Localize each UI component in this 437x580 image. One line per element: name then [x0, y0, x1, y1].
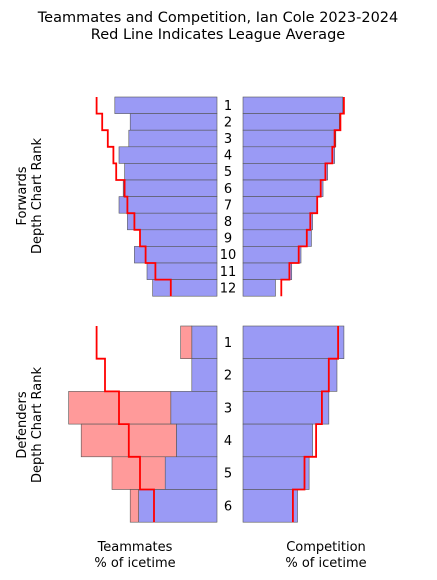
forwards-teammates-bar-blue-1: [114, 96, 218, 114]
defenders-teammates-bar-blue-5: [164, 456, 218, 490]
defenders-teammates-bar-blue-1: [191, 325, 218, 360]
forwards-rank-label-9: 9: [224, 232, 232, 247]
defenders-rank-label-5: 5: [224, 467, 232, 482]
defenders-teammates-bar-blue-4: [176, 423, 218, 458]
forwards-competition-bar-8: [242, 212, 313, 231]
right-xlabel-line1: Competition: [286, 540, 366, 555]
forwards-competition-bar-9: [242, 229, 312, 247]
chart-title-line2: Red Line Indicates League Average: [91, 27, 345, 43]
forwards-rank-label-11: 11: [220, 265, 237, 280]
forwards-teammates-league-line: [95, 97, 172, 297]
forwards-rank-label-3: 3: [224, 132, 232, 147]
forwards-competition-league-line: [280, 97, 345, 297]
defenders-rank-label-2: 2: [224, 369, 232, 384]
forwards-rank-label-2: 2: [224, 115, 232, 130]
defenders-rank-label-1: 1: [224, 336, 232, 351]
defenders-teammates-bar-red-1: [180, 325, 193, 360]
forwards-rank-label-4: 4: [224, 149, 232, 164]
forwards-teammates-bar-blue-9: [139, 229, 218, 247]
forwards-ylabel-line2: Depth Chart Rank: [30, 138, 45, 255]
forwards-competition-bar-7: [242, 196, 318, 214]
right-xlabel-line2: % of icetime: [285, 556, 366, 571]
forwards-teammates-bar-blue-8: [127, 212, 218, 231]
forwards-rank-label-12: 12: [220, 281, 237, 296]
forwards-competition-bar-1: [242, 96, 344, 114]
defenders-rank-label-3: 3: [224, 401, 232, 416]
forwards-teammates-bar-blue-6: [122, 179, 218, 197]
forwards-rank-label-5: 5: [224, 165, 232, 180]
forwards-teammates-bar-blue-11: [146, 262, 218, 280]
forwards-teammates-bar-blue-4: [118, 146, 218, 164]
defenders-teammates-league-line: [95, 326, 155, 523]
forwards-teammates-bar-blue-7: [118, 196, 218, 214]
defenders-competition-bar-5: [242, 456, 310, 490]
forwards-rank-label-8: 8: [224, 215, 232, 230]
defenders-ylabel-line1: Defenders: [15, 391, 30, 458]
defenders-teammates-bar-blue-6: [138, 489, 218, 523]
forwards-rank-label-10: 10: [220, 248, 237, 263]
defenders-teammates-bar-red-6: [129, 489, 139, 523]
defenders-rank-label-6: 6: [224, 499, 232, 514]
defenders-competition-bar-6: [242, 489, 298, 523]
forwards-teammates-bar-blue-10: [134, 246, 218, 264]
forwards-teammates-bar-blue-2: [129, 113, 218, 131]
defenders-ylabel-line2: Depth Chart Rank: [30, 367, 45, 484]
forwards-competition-bar-12: [242, 279, 276, 297]
forwards-rank-label-1: 1: [224, 99, 232, 114]
forwards-competition-bar-4: [242, 146, 335, 164]
forwards-rank-label-6: 6: [224, 182, 232, 197]
forwards-competition-bar-5: [242, 163, 328, 181]
left-xlabel-line1: Teammates: [97, 540, 173, 555]
forwards-teammates-bar-blue-3: [128, 129, 218, 148]
defenders-competition-league-line: [292, 326, 339, 523]
left-xlabel-line2: % of icetime: [94, 556, 175, 571]
forwards-competition-bar-3: [242, 129, 337, 148]
defenders-competition-bar-3: [242, 391, 330, 425]
defenders-teammates-bar-red-5: [111, 456, 166, 490]
forwards-teammates-bar-blue-12: [152, 279, 218, 297]
defenders-competition-bar-2: [242, 358, 338, 392]
forwards-competition-bar-10: [242, 246, 302, 264]
forwards-competition-bar-11: [242, 262, 293, 280]
chart-title-line1: Teammates and Competition, Ian Cole 2023…: [37, 10, 399, 26]
forwards-teammates-bar-blue-5: [124, 163, 218, 181]
forwards-ylabel-line1: Forwards: [15, 166, 30, 225]
defenders-teammates-bar-blue-3: [170, 391, 218, 425]
defenders-competition-bar-1: [242, 325, 345, 360]
forwards-rank-label-7: 7: [224, 198, 232, 213]
forwards-competition-bar-6: [242, 179, 324, 197]
forwards-competition-bar-2: [242, 113, 340, 131]
defenders-competition-bar-4: [242, 423, 313, 458]
defenders-rank-label-4: 4: [224, 434, 232, 449]
defenders-teammates-bar-blue-2: [191, 358, 218, 392]
